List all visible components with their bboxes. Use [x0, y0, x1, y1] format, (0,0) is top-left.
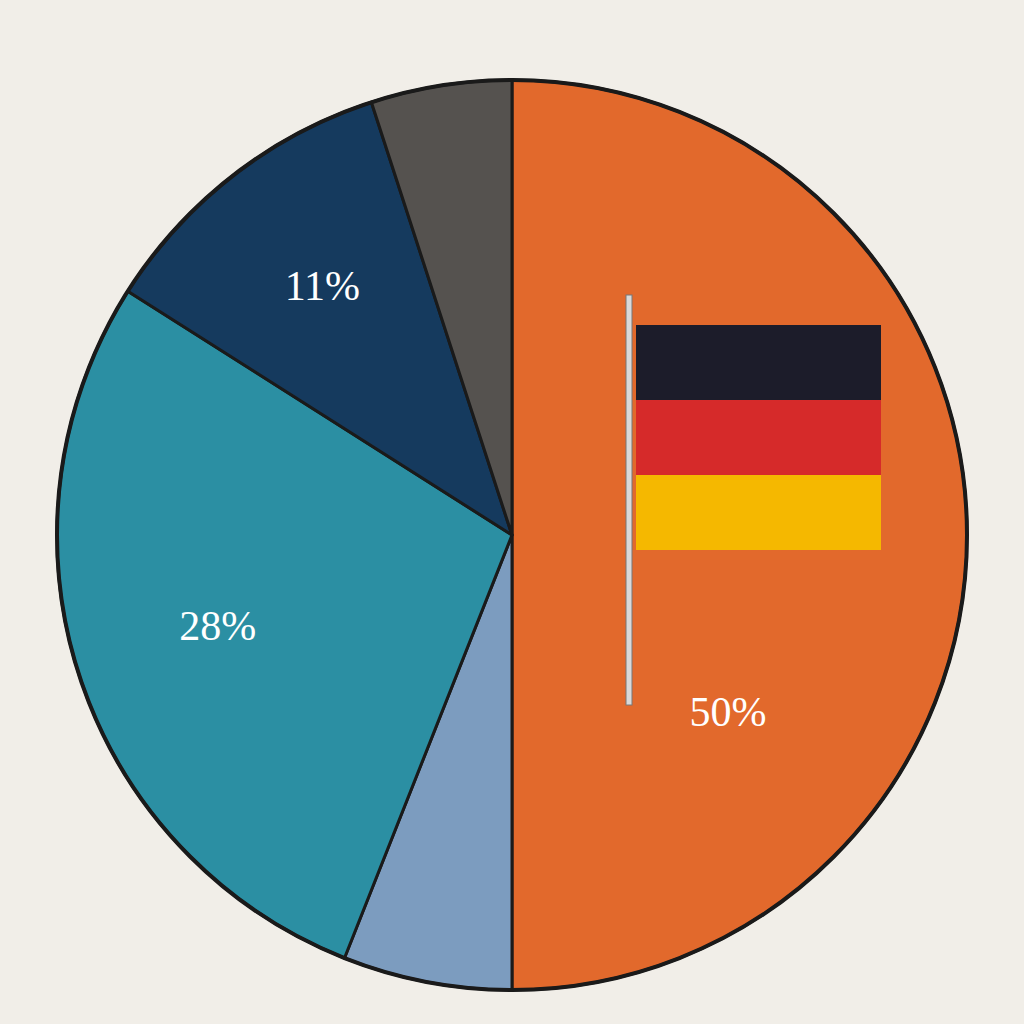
data-label: 11% — [285, 263, 360, 309]
flag-stripe — [636, 325, 881, 400]
flag-pole — [626, 295, 632, 705]
flag-stripe — [636, 475, 881, 550]
decoration — [626, 295, 881, 705]
pie-slice — [512, 80, 967, 990]
slices — [57, 80, 967, 990]
labels: 50% 28% 11% — [179, 263, 766, 735]
data-label: 28% — [179, 603, 256, 649]
pie-slice — [371, 80, 512, 535]
data-label: 50% — [690, 689, 767, 735]
pie-outline — [57, 80, 967, 990]
chart: 50% 28% 11% — [0, 0, 1024, 1024]
flag-stripe — [636, 400, 881, 475]
chart-root: 50% 28% 11% — [0, 0, 1024, 1024]
